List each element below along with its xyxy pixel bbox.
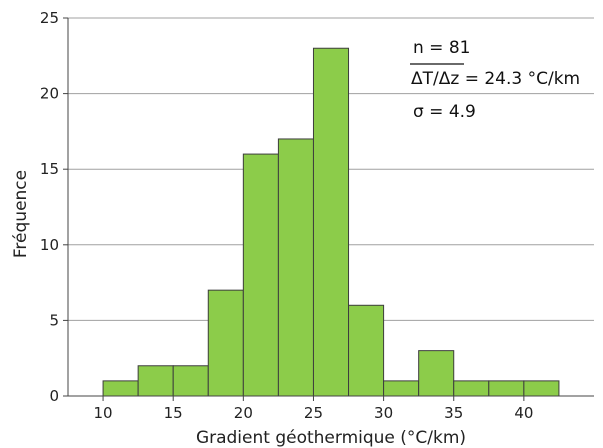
histogram-bar-0 [102, 380, 139, 397]
histogram-bar-9 [418, 350, 455, 397]
y-tick-label-0: 0 [49, 387, 59, 405]
histogram-bar-1 [137, 365, 174, 397]
histogram-bar-12 [523, 380, 560, 397]
statistics-annotation: n = 81 ΔT/Δz = 24.3 °C/km σ = 4.9 [410, 38, 580, 122]
y-tick-label-5: 5 [49, 311, 59, 329]
x-tick-labels: 10 15 20 25 30 35 40 [94, 404, 534, 422]
y-axis-label: Fréquence [11, 170, 31, 258]
x-tick-label-35: 35 [444, 404, 463, 422]
x-tick-label-20: 20 [234, 404, 253, 422]
y-tick-label-15: 15 [40, 160, 59, 178]
y-tick-label-10: 10 [40, 236, 59, 254]
x-tick-label-30: 30 [374, 404, 393, 422]
x-axis-label: Gradient géothermique (°C/km) [196, 428, 466, 448]
annotation-sigma: σ = 4.9 [413, 102, 476, 122]
histogram-bar-7 [348, 304, 385, 397]
axes [63, 17, 594, 401]
annotation-n: n = 81 [413, 38, 470, 58]
histogram-bar-3 [207, 289, 244, 397]
y-tick-label-25: 25 [40, 9, 59, 27]
histogram-bar-6 [312, 47, 350, 397]
histogram-bar-2 [172, 365, 209, 397]
histogram-bar-8 [383, 380, 420, 397]
histogram-bar-5 [277, 138, 314, 397]
x-tick-label-25: 25 [304, 404, 323, 422]
x-tick-label-15: 15 [164, 404, 183, 422]
histogram-bars [102, 47, 560, 397]
x-tick-label-10: 10 [94, 404, 113, 422]
histogram-bar-4 [242, 153, 279, 397]
histogram-bar-11 [488, 380, 525, 397]
annotation-mean-gradient: ΔT/Δz = 24.3 °C/km [411, 69, 580, 89]
x-tick-label-40: 40 [514, 404, 533, 422]
y-tick-labels: 0 5 10 15 20 25 [40, 9, 59, 405]
y-tick-label-20: 20 [40, 85, 59, 103]
histogram-bar-10 [453, 380, 490, 397]
